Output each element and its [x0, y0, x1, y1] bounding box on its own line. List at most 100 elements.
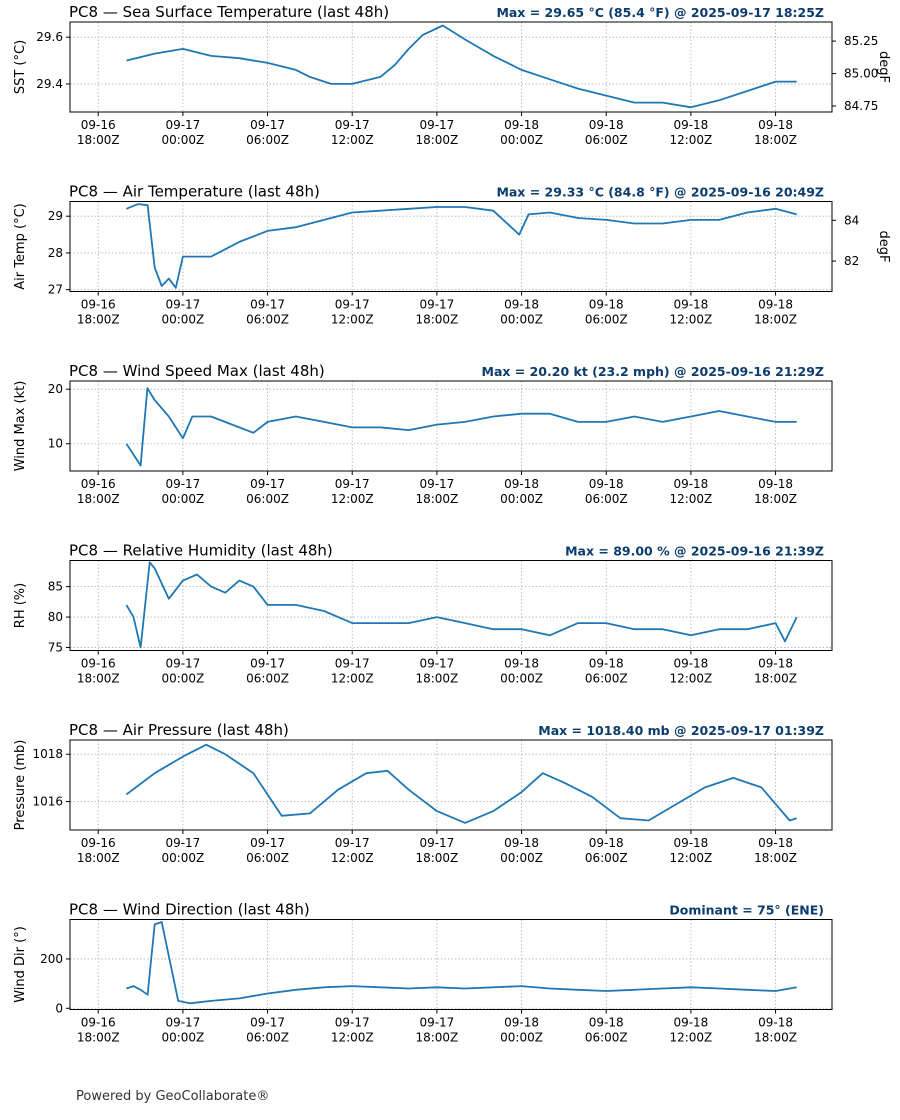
x-tick-label: 00:00Z — [500, 133, 543, 147]
plot-frame — [69, 380, 833, 472]
chart-title: PC8 — Sea Surface Temperature (last 48h) — [69, 3, 389, 21]
x-tick-label: 09-17 — [165, 298, 200, 312]
y-axis-label: Pressure (mb) — [13, 740, 28, 831]
x-tick-label: 09-17 — [335, 477, 370, 491]
chart-panel-4: 09-1618:00Z09-1700:00Z09-1706:00Z09-1712… — [13, 542, 833, 686]
y-axis-label: RH (%) — [13, 583, 28, 628]
x-tick-label: 09-17 — [335, 118, 370, 132]
x-tick-label: 18:00Z — [77, 133, 120, 147]
x-tick-label: 18:00Z — [754, 492, 797, 506]
x-tick-label: 09-18 — [504, 657, 539, 671]
x-tick-label: 00:00Z — [500, 1031, 543, 1045]
x-tick-label: 12:00Z — [669, 851, 712, 865]
x-tick-label: 09-18 — [758, 657, 793, 671]
x-tick-label: 06:00Z — [246, 313, 289, 327]
x-tick-label: 18:00Z — [754, 672, 797, 686]
y-tick-label: 27 — [48, 283, 63, 297]
x-tick-label: 00:00Z — [500, 313, 543, 327]
series-line — [125, 387, 797, 467]
max-annotation: Max = 29.65 °C (85.4 °F) @ 2025-09-17 18… — [496, 5, 824, 20]
x-tick-label: 09-18 — [758, 118, 793, 132]
x-tick-label: 06:00Z — [246, 1031, 289, 1045]
x-tick-label: 09-17 — [165, 477, 200, 491]
x-tick-label: 09-18 — [504, 477, 539, 491]
x-tick-label: 06:00Z — [246, 851, 289, 865]
secondary-y-tick-label: 82 — [844, 254, 859, 268]
y-axis-label: Air Temp (°C) — [13, 203, 28, 289]
max-annotation: Max = 89.00 % @ 2025-09-16 21:39Z — [565, 544, 824, 559]
x-tick-label: 06:00Z — [585, 1031, 628, 1045]
max-annotation: Dominant = 75° (ENE) — [669, 903, 824, 918]
chart-panel-6: 09-1618:00Z09-1700:00Z09-1706:00Z09-1712… — [13, 901, 833, 1045]
x-tick-label: 09-18 — [673, 298, 708, 312]
x-tick-label: 09-18 — [589, 657, 624, 671]
x-tick-label: 12:00Z — [669, 672, 712, 686]
x-tick-label: 06:00Z — [585, 492, 628, 506]
x-tick-label: 09-17 — [419, 477, 454, 491]
x-tick-label: 12:00Z — [669, 133, 712, 147]
x-tick-label: 18:00Z — [77, 313, 120, 327]
x-tick-label: 09-18 — [589, 477, 624, 491]
x-tick-label: 00:00Z — [161, 492, 204, 506]
y-tick-label: 28 — [48, 246, 63, 260]
x-tick-label: 18:00Z — [77, 672, 120, 686]
x-tick-label: 09-18 — [504, 836, 539, 850]
y-tick-label: 29 — [48, 209, 63, 223]
x-tick-label: 18:00Z — [415, 851, 458, 865]
x-tick-label: 09-17 — [419, 298, 454, 312]
x-tick-label: 00:00Z — [500, 851, 543, 865]
x-tick-label: 12:00Z — [331, 313, 374, 327]
x-tick-label: 06:00Z — [585, 672, 628, 686]
x-tick-label: 18:00Z — [77, 851, 120, 865]
x-tick-label: 09-17 — [250, 1016, 285, 1030]
chart-title: PC8 — Wind Speed Max (last 48h) — [69, 362, 325, 380]
max-annotation: Max = 20.20 kt (23.2 mph) @ 2025-09-16 2… — [482, 364, 825, 379]
x-tick-label: 09-18 — [673, 657, 708, 671]
x-tick-label: 09-17 — [165, 657, 200, 671]
secondary-y-tick-label: 84 — [844, 213, 859, 227]
y-tick-label: 75 — [48, 640, 63, 654]
x-tick-label: 09-17 — [419, 1016, 454, 1030]
x-tick-label: 06:00Z — [585, 851, 628, 865]
secondary-y-tick-label: 85.00 — [844, 67, 878, 81]
x-tick-label: 18:00Z — [754, 1031, 797, 1045]
y-tick-label: 1016 — [32, 795, 63, 809]
x-tick-label: 09-17 — [165, 1016, 200, 1030]
y-tick-label: 0 — [55, 1001, 63, 1015]
x-tick-label: 09-17 — [419, 118, 454, 132]
chart-title: PC8 — Air Pressure (last 48h) — [69, 721, 289, 739]
plot-frame — [69, 919, 833, 1010]
max-annotation: Max = 1018.40 mb @ 2025-09-17 01:39Z — [538, 723, 824, 738]
x-tick-label: 18:00Z — [754, 133, 797, 147]
x-tick-label: 18:00Z — [754, 851, 797, 865]
y-tick-label: 10 — [48, 437, 63, 451]
secondary-y-tick-label: 85.25 — [844, 34, 878, 48]
x-tick-label: 09-17 — [250, 477, 285, 491]
x-tick-label: 18:00Z — [77, 1031, 120, 1045]
x-tick-label: 09-18 — [589, 1016, 624, 1030]
y-axis-label: SST (°C) — [13, 40, 28, 94]
chart-title: PC8 — Relative Humidity (last 48h) — [69, 542, 333, 560]
chart-title: PC8 — Wind Direction (last 48h) — [69, 901, 310, 919]
x-tick-label: 09-16 — [81, 657, 116, 671]
x-tick-label: 12:00Z — [669, 1031, 712, 1045]
x-tick-label: 09-17 — [165, 836, 200, 850]
secondary-y-axis-label: degF — [876, 231, 891, 263]
chart-title: PC8 — Air Temperature (last 48h) — [69, 183, 320, 201]
x-tick-label: 09-17 — [250, 118, 285, 132]
x-tick-label: 09-17 — [165, 118, 200, 132]
x-tick-label: 06:00Z — [246, 133, 289, 147]
x-tick-label: 12:00Z — [331, 1031, 374, 1045]
series-line — [126, 24, 797, 109]
x-tick-label: 09-18 — [589, 118, 624, 132]
plot-frame — [69, 560, 833, 651]
x-tick-label: 09-18 — [504, 298, 539, 312]
x-tick-label: 09-16 — [81, 836, 116, 850]
x-tick-label: 06:00Z — [585, 313, 628, 327]
x-tick-label: 18:00Z — [415, 1031, 458, 1045]
max-annotation: Max = 29.33 °C (84.8 °F) @ 2025-09-16 20… — [496, 185, 824, 200]
y-tick-label: 85 — [48, 580, 63, 594]
chart-panel-1: 09-1618:00Z09-1700:00Z09-1706:00Z09-1712… — [13, 3, 891, 147]
x-tick-label: 09-16 — [81, 118, 116, 132]
x-tick-label: 06:00Z — [246, 492, 289, 506]
